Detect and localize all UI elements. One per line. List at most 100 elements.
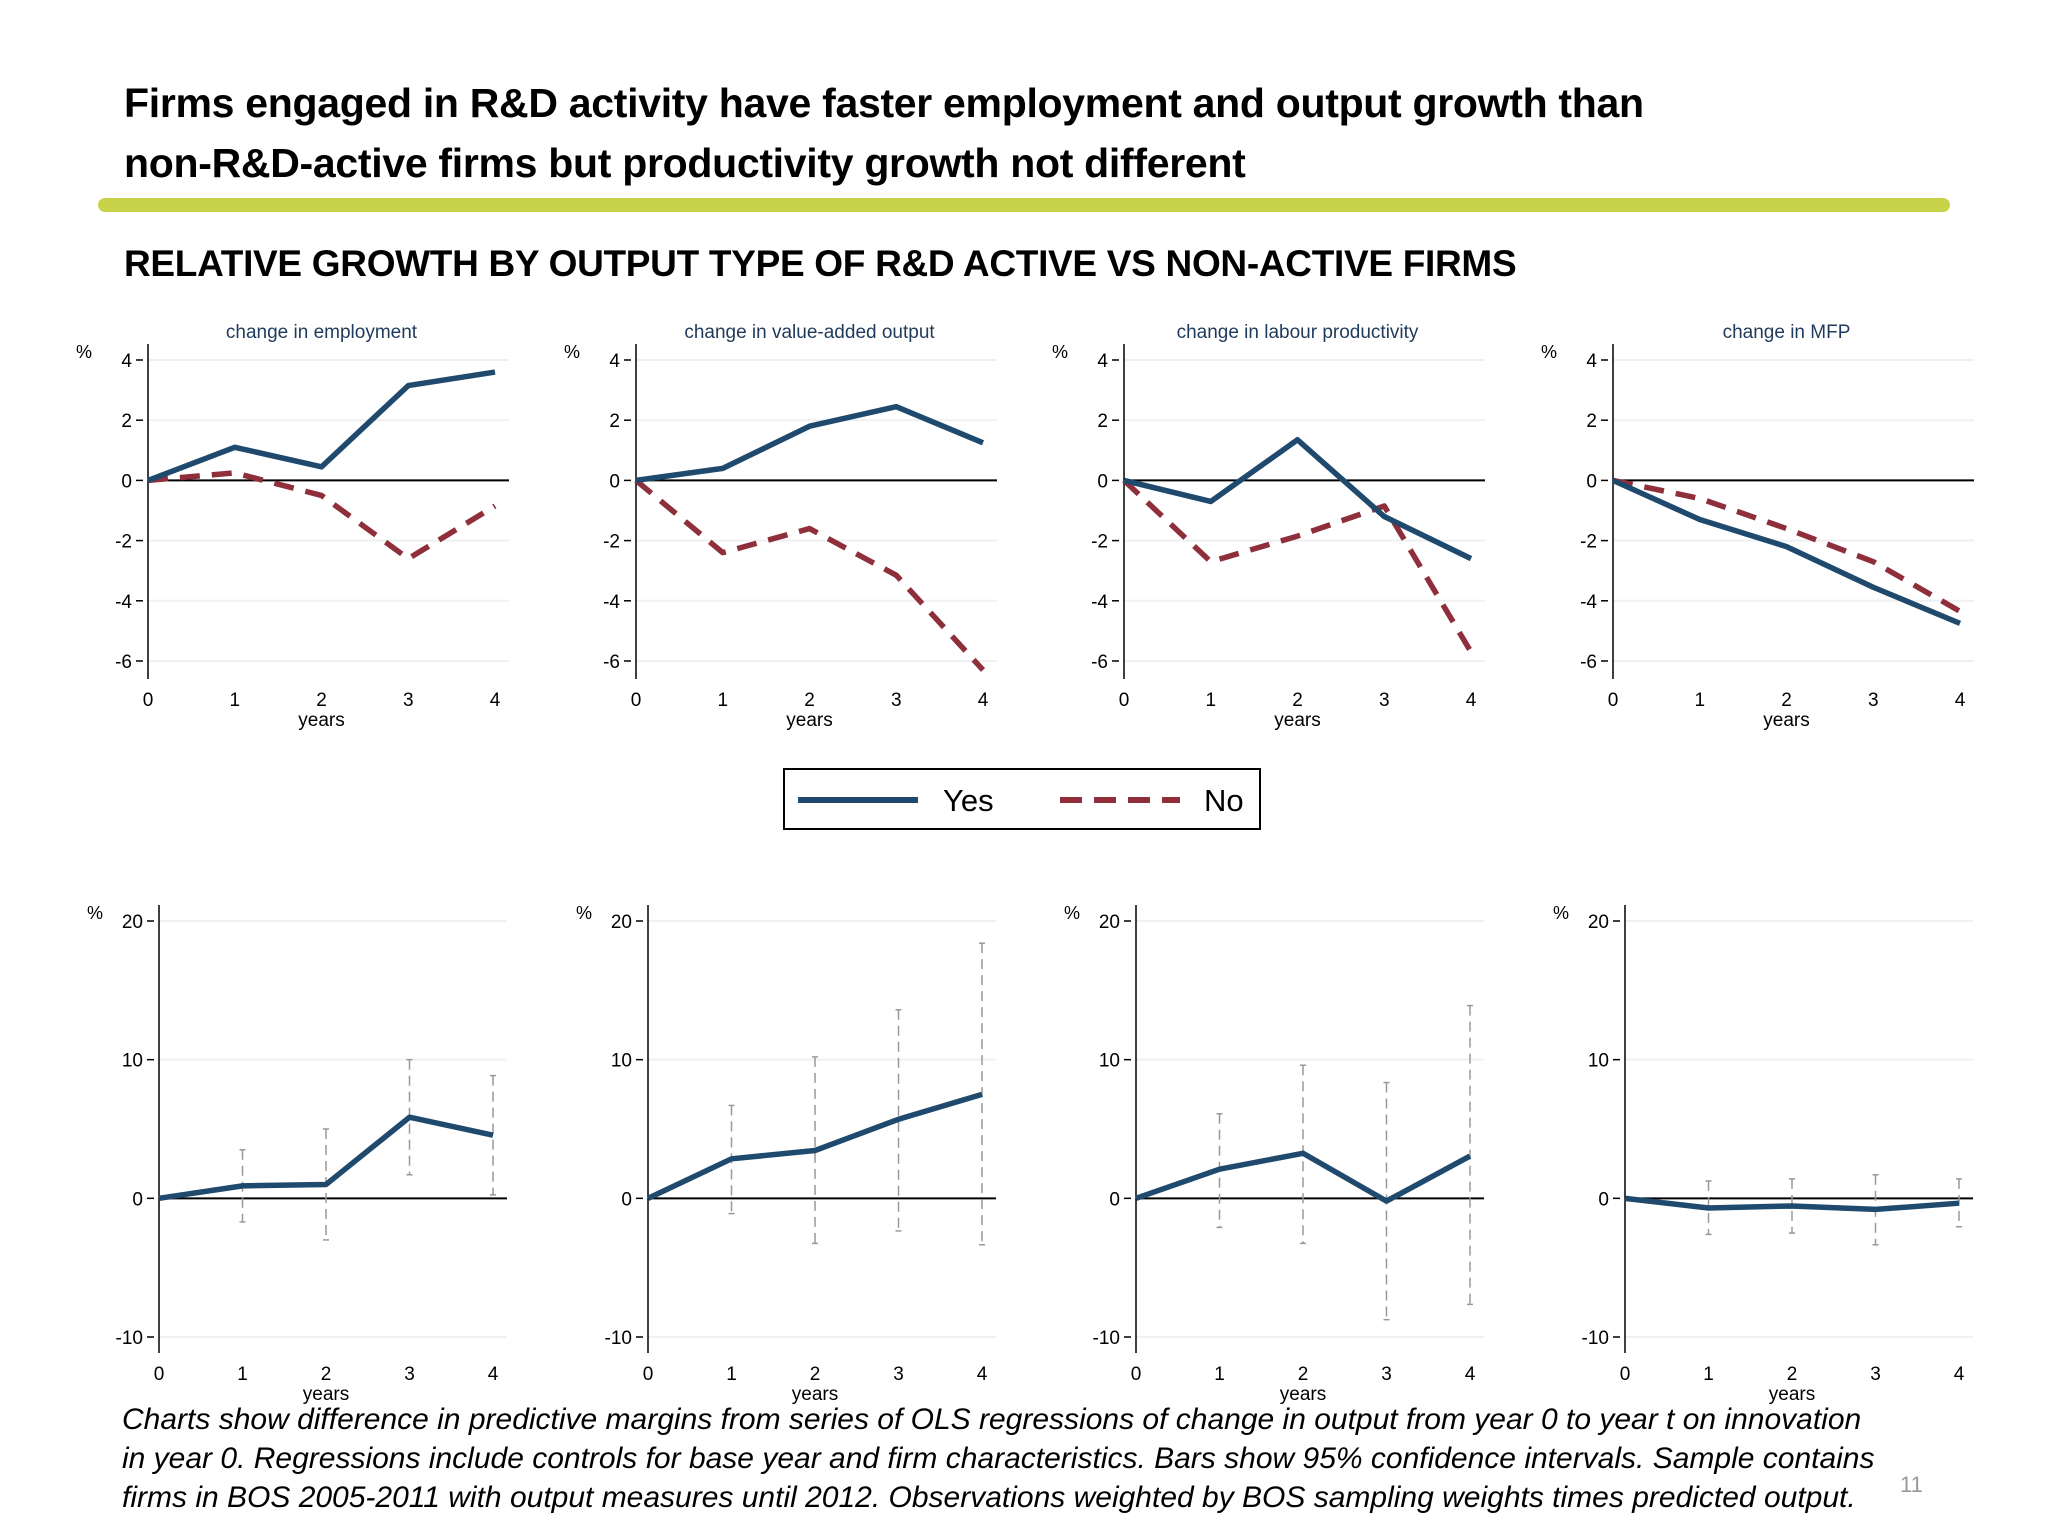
x-tick-label: 3: [1379, 690, 1390, 711]
x-axis-label: years: [1769, 1384, 1815, 1405]
panel-title: change in value-added output: [684, 322, 935, 343]
x-tick-label: 0: [1131, 1364, 1142, 1385]
x-axis-label: years: [1274, 710, 1320, 731]
x-tick-label: 2: [316, 690, 327, 711]
y-tick-label: -2: [1091, 532, 1108, 553]
y-axis-label: %: [1553, 903, 1569, 923]
y-tick-label: -6: [1580, 652, 1597, 673]
series-line-yes: [635, 403, 985, 484]
y-tick-label: -4: [1580, 592, 1597, 613]
x-tick-label: 3: [1381, 1364, 1392, 1385]
series-line-yes: [1624, 1195, 1960, 1213]
slide-title-line-1: Firms engaged in R&D activity have faste…: [124, 80, 1644, 126]
series-line-yes: [158, 1114, 494, 1202]
y-tick-label: 0: [1109, 1189, 1120, 1210]
series-line-no: [1122, 478, 1474, 654]
caption-line-2: in year 0. Regressions include controls …: [122, 1442, 1875, 1475]
chart-panel-8: 20 10 0 -10% 0 1 2 3 4 years: [1553, 903, 1973, 1405]
y-axis-label: %: [564, 342, 580, 362]
y-tick-label: 2: [1586, 411, 1597, 432]
x-tick-label: 0: [631, 690, 642, 711]
x-tick-label: 0: [154, 1364, 165, 1385]
x-tick-label: 2: [810, 1364, 821, 1385]
chart-panel-3: change in labour productivity 4 2 0 -2 -4 -6% 0…: [1052, 322, 1485, 731]
y-tick-label: 2: [121, 411, 132, 432]
y-tick-label: 4: [121, 351, 132, 372]
x-tick-label: 4: [977, 1364, 988, 1385]
y-tick-label: -10: [605, 1328, 632, 1349]
x-tick-label: 3: [893, 1364, 904, 1385]
x-tick-label: 1: [726, 1364, 737, 1385]
chart-panel-5: 20 10 0 -10% 0 1 2 3 4 years: [87, 903, 507, 1405]
y-tick-label: 0: [609, 471, 620, 492]
x-tick-label: 4: [1465, 1364, 1476, 1385]
accent-rule: [98, 198, 1950, 212]
series-line-yes: [1611, 477, 1962, 626]
x-tick-label: 1: [1703, 1364, 1714, 1385]
x-tick-label: 2: [321, 1364, 332, 1385]
y-tick-label: 20: [1588, 912, 1609, 933]
series-line-yes: [1135, 1150, 1472, 1204]
panel-title: change in labour productivity: [1177, 322, 1419, 343]
y-tick-label: 0: [1586, 471, 1597, 492]
y-tick-label: -2: [1580, 532, 1597, 553]
legend-label-no: No: [1204, 783, 1244, 818]
y-tick-label: 2: [609, 411, 620, 432]
x-axis-label: years: [786, 710, 832, 731]
y-tick-label: 20: [1099, 912, 1120, 933]
x-tick-label: 4: [1466, 690, 1477, 711]
y-axis-label: %: [87, 903, 103, 923]
series-line-no: [147, 470, 497, 562]
x-tick-label: 4: [1954, 1364, 1965, 1385]
y-tick-label: -4: [115, 592, 132, 613]
series-line-yes: [646, 1091, 983, 1201]
y-tick-label: 20: [122, 912, 143, 933]
caption-line-1: Charts show difference in predictive mar…: [122, 1403, 1862, 1436]
y-tick-label: 0: [621, 1189, 632, 1210]
x-tick-label: 0: [143, 690, 154, 711]
y-tick-label: -6: [115, 652, 132, 673]
page-number: 11: [1900, 1472, 1923, 1497]
x-tick-label: 3: [1870, 1364, 1881, 1385]
y-tick-label: 10: [611, 1051, 632, 1072]
slide-title-line-2: non-R&D-active firms but productivity gr…: [124, 140, 1246, 186]
chart-panel-2: change in value-added output 4 2 0 -2 -4 -6% 0 1…: [564, 322, 997, 731]
x-tick-label: 4: [978, 690, 989, 711]
section-subtitle: RELATIVE GROWTH BY OUTPUT TYPE OF R&D AC…: [124, 243, 1517, 284]
series-line-yes: [147, 369, 496, 483]
y-tick-label: 10: [122, 1051, 143, 1072]
y-tick-label: 20: [611, 912, 632, 933]
y-axis-label: %: [1064, 903, 1080, 923]
y-tick-label: 10: [1588, 1051, 1609, 1072]
x-tick-label: 3: [403, 690, 414, 711]
y-tick-label: -6: [603, 652, 620, 673]
y-tick-label: -2: [115, 532, 132, 553]
y-tick-label: 0: [132, 1189, 143, 1210]
x-tick-label: 0: [1608, 690, 1619, 711]
series-line-no: [1612, 477, 1962, 614]
y-tick-label: 4: [1586, 351, 1597, 372]
x-tick-label: 1: [1214, 1364, 1225, 1385]
x-tick-label: 3: [404, 1364, 415, 1385]
y-tick-label: 0: [1598, 1189, 1609, 1210]
y-tick-label: -10: [1093, 1328, 1120, 1349]
y-axis-label: %: [76, 342, 92, 362]
series-line-no: [634, 478, 986, 672]
x-tick-label: 1: [1694, 690, 1705, 711]
series-line-yes: [1123, 437, 1473, 562]
y-tick-label: 0: [1097, 471, 1108, 492]
x-tick-label: 2: [1298, 1364, 1309, 1385]
x-axis-label: years: [1763, 710, 1809, 731]
chart-panel-1: change in employment 4 2 0 -2 -4 -6% 0 1 2 3 4 years: [76, 322, 509, 731]
x-axis-label: years: [303, 1384, 349, 1405]
x-tick-label: 2: [1787, 1364, 1798, 1385]
x-axis-label: years: [792, 1384, 838, 1405]
x-tick-label: 2: [804, 690, 815, 711]
y-tick-label: -10: [1582, 1328, 1609, 1349]
chart-panel-7: 20 10 0 -10% 0 1 2 3 4 years: [1064, 903, 1484, 1405]
panel-title: change in employment: [226, 322, 418, 343]
x-axis-label: years: [1280, 1384, 1326, 1405]
x-tick-label: 1: [1205, 690, 1216, 711]
